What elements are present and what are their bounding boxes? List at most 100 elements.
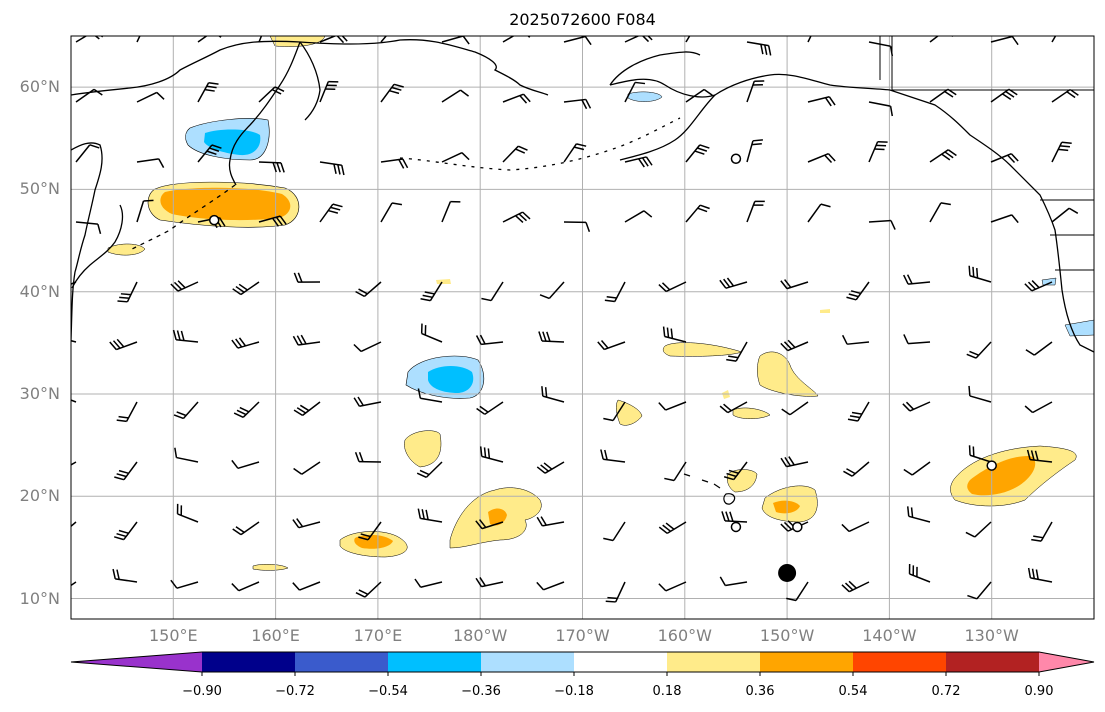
wind-barb [843,461,870,477]
coast-alaska [609,73,1094,353]
wind-barb [868,219,896,230]
lon-tick-label: 160°E [251,626,300,645]
wind-barb [502,211,531,223]
shade-positive-150w-a [757,351,819,397]
wind-barb [966,341,992,359]
wind-barbs [71,36,1079,603]
wind-barb [908,563,931,583]
wind-barb [1051,207,1079,223]
wind-barb [658,521,687,534]
gridlines [71,36,1094,619]
wind-barb [929,88,957,103]
filled-marker [778,563,797,582]
wind-barb [481,281,504,302]
wind-barb [258,161,285,173]
map-content [71,36,1094,619]
wind-barb [475,577,504,588]
wind-barb [231,581,260,592]
colorbar-tick-label: 0.90 [1024,684,1054,699]
wind-barb [1026,449,1053,463]
wind-barb [604,281,626,303]
shade-strong-central [428,366,474,393]
open-circle-marker [730,521,742,533]
wind-barb [502,145,528,163]
wind-barb [685,144,710,163]
wind-barb [176,503,199,523]
wind-barb [380,83,404,103]
coast-alaska-north [609,51,701,86]
colorbar-segment [202,652,296,672]
coast-hawaii [683,473,736,505]
wind-barb [174,447,199,463]
wind-barb [233,401,260,418]
wind-barb [479,446,504,463]
wind-barb [541,386,565,403]
wind-barb [685,36,691,43]
shade-positive-small2 [252,564,289,571]
wind-barb [353,341,382,353]
wind-barb [197,81,219,103]
lon-tick-label: 170°E [353,626,403,645]
shade-strong-130w [967,455,1036,496]
shade-strong-okhotsk [204,129,261,156]
shade-positive-japan [107,243,146,256]
wind-barb [380,158,409,169]
wind-barb [136,199,154,223]
wind-barb [353,396,382,407]
wind-barb [319,80,339,103]
colorbar-tick-label: −0.18 [554,684,594,699]
border-alaska-canada [879,36,1094,271]
shade-positive-155w-small [722,390,730,399]
shade-positive-small1 [436,279,451,284]
colorbar-tick-label: 0.72 [931,684,961,699]
wind-barb [538,331,565,343]
wind-barb [475,519,504,530]
colorbar-extend-max [1039,652,1094,672]
wind-barb [658,581,687,592]
wind-barb [1031,521,1053,542]
wind-barb [380,202,403,223]
lat-tick-label: 50°N [19,179,60,199]
wind-barb [903,334,931,345]
wind-barb [136,91,165,103]
wind-barb [990,214,1019,224]
lat-tick-label: 20°N [19,486,60,506]
wind-barb [781,401,809,416]
shade-strong-kamchatka [160,187,291,221]
wind-barb [746,80,765,103]
colorbar-segment [481,652,575,672]
wind-barb [807,96,836,107]
shade-positive-177e [404,430,442,468]
colorbar-tick-label: −0.72 [275,684,315,699]
wind-barb [563,143,587,163]
wind-barb [475,334,504,346]
open-circle-marker [730,153,742,164]
wind-barb [71,581,77,587]
wind-barb [293,401,321,417]
shade-strong-183e [488,508,507,526]
wind-barb [658,401,687,411]
wind-barb [75,88,103,103]
wind-barb [172,329,199,343]
wind-barb [780,456,809,468]
wind-barb [416,461,443,479]
wind-barb [136,158,165,169]
colorbar-tick-label: 0.18 [652,684,682,699]
wind-barb [417,508,443,523]
wind-barb [726,341,748,362]
wind-barb [600,449,626,463]
shade-positive-165w [616,399,643,426]
wind-barb [780,339,809,352]
wind-barb [719,277,748,289]
wind-barb [719,401,748,414]
wind-barb [903,461,931,476]
wind-barb [719,576,748,587]
wind-barb [112,568,138,583]
wind-barb [807,36,812,43]
wind-barb [662,326,687,343]
wind-barb [624,36,653,43]
wind-barb [231,337,260,349]
shade-negative-bering [627,91,663,102]
colorbar-tick-label: 0.36 [745,684,775,699]
wind-barb [293,272,321,283]
